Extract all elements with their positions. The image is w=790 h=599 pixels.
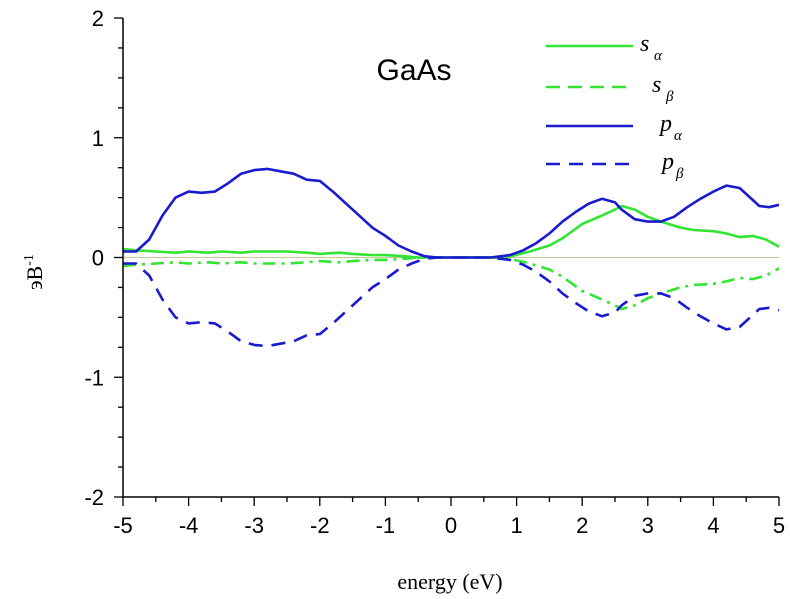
x-tick-label: 0 [445,513,457,538]
series-layer [122,167,780,348]
tick-label-layer: -5 -4 -3 -2 -1 0 1 2 3 4 5 2 1 0 -1 -2 [84,6,785,538]
legend-subscript-p-beta: β [675,166,684,182]
x-tick-label: 2 [576,513,588,538]
legend-label-p-alpha: p [658,111,672,137]
legend-label-s-beta: s [652,72,661,98]
series-line-s-beta [122,256,780,311]
y-axis-title-base: эВ [22,266,47,290]
y-tick-label: -2 [84,485,104,510]
legend-label-s-alpha: s [640,31,649,57]
legend-subscript-p-alpha: α [674,128,683,144]
x-tick-label: -1 [376,513,396,538]
legend: s αs βp αp β [546,31,684,182]
x-tick-label: 4 [707,513,719,538]
x-tick-label: -5 [113,513,133,538]
x-tick-label: 1 [510,513,522,538]
series-line-p-beta [123,256,780,348]
axes-layer [114,17,780,506]
x-tick-label: -3 [244,513,264,538]
legend-label-p-beta: p [660,149,674,175]
y-tick-label: 0 [92,246,104,271]
x-tick-label: 5 [773,513,785,538]
y-axis-title-sup: -1 [22,254,37,266]
y-tick-label: -1 [84,365,104,390]
x-tick-label: -2 [310,513,330,538]
y-tick-label: 1 [92,126,104,151]
legend-subscript-s-beta: β [665,89,674,105]
x-tick-label: -4 [179,513,199,538]
series-line-p-alpha [123,167,780,259]
legend-subscript-s-alpha: α [654,48,663,64]
y-tick-label: 2 [92,6,104,31]
chart-title: GaAs [376,54,451,87]
x-tick-label: 3 [642,513,654,538]
series-line-s-alpha [122,204,780,259]
y-axis-title: эВ-1 [22,254,47,290]
x-axis-title: energy (eV) [397,569,502,594]
